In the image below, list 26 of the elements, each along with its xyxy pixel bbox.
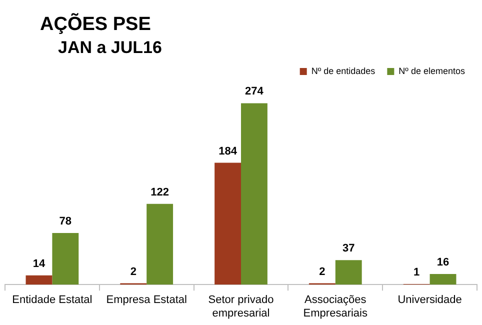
chart-subtitle: JAN a JUL16 [58, 38, 162, 58]
x-tick-label: Empresa Estatal [106, 294, 187, 306]
data-label: 37 [342, 242, 355, 255]
bar [214, 162, 241, 285]
data-label: 2 [130, 266, 136, 278]
bar [146, 204, 174, 285]
data-label: 16 [436, 256, 450, 269]
data-label: 274 [245, 86, 264, 98]
x-tick-label: Universidade [398, 294, 462, 306]
bar [52, 232, 79, 285]
data-label: 122 [150, 186, 169, 198]
data-label: 14 [32, 258, 46, 270]
data-label: 184 [218, 145, 238, 158]
data-label: 78 [59, 215, 72, 228]
legend-label: Nº de entidades [311, 66, 376, 76]
x-tick-label: Associações Empresariais [303, 294, 368, 320]
x-tick-label: Entidade Estatal [12, 294, 92, 306]
x-tick-label: Setor privado empresarial [208, 294, 274, 320]
bar [241, 103, 268, 285]
bar [430, 274, 456, 285]
data-label: 2 [319, 266, 326, 278]
legend-label: Nº de elementos [398, 66, 466, 76]
chart-title: AÇÕES PSE [40, 14, 151, 36]
data-label: 1 [414, 266, 420, 278]
bar [26, 275, 52, 285]
bar [335, 260, 362, 285]
